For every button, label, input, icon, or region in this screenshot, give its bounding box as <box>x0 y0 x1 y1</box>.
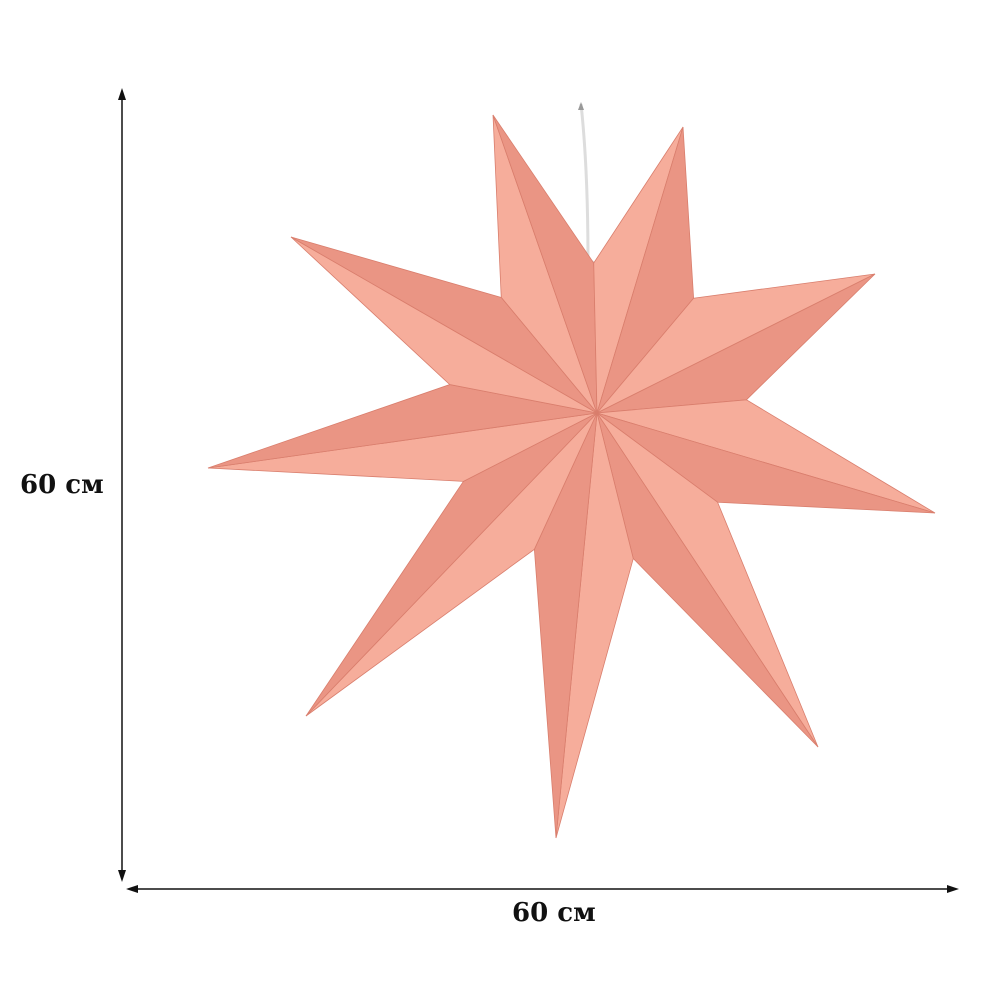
height-label: 60 см <box>20 470 104 500</box>
width-dimension-arrow <box>126 885 959 893</box>
height-dimension-arrow <box>118 88 126 882</box>
star-point-shade <box>290 236 598 414</box>
paper-star <box>207 114 936 839</box>
width-label: 60 см <box>512 898 596 928</box>
